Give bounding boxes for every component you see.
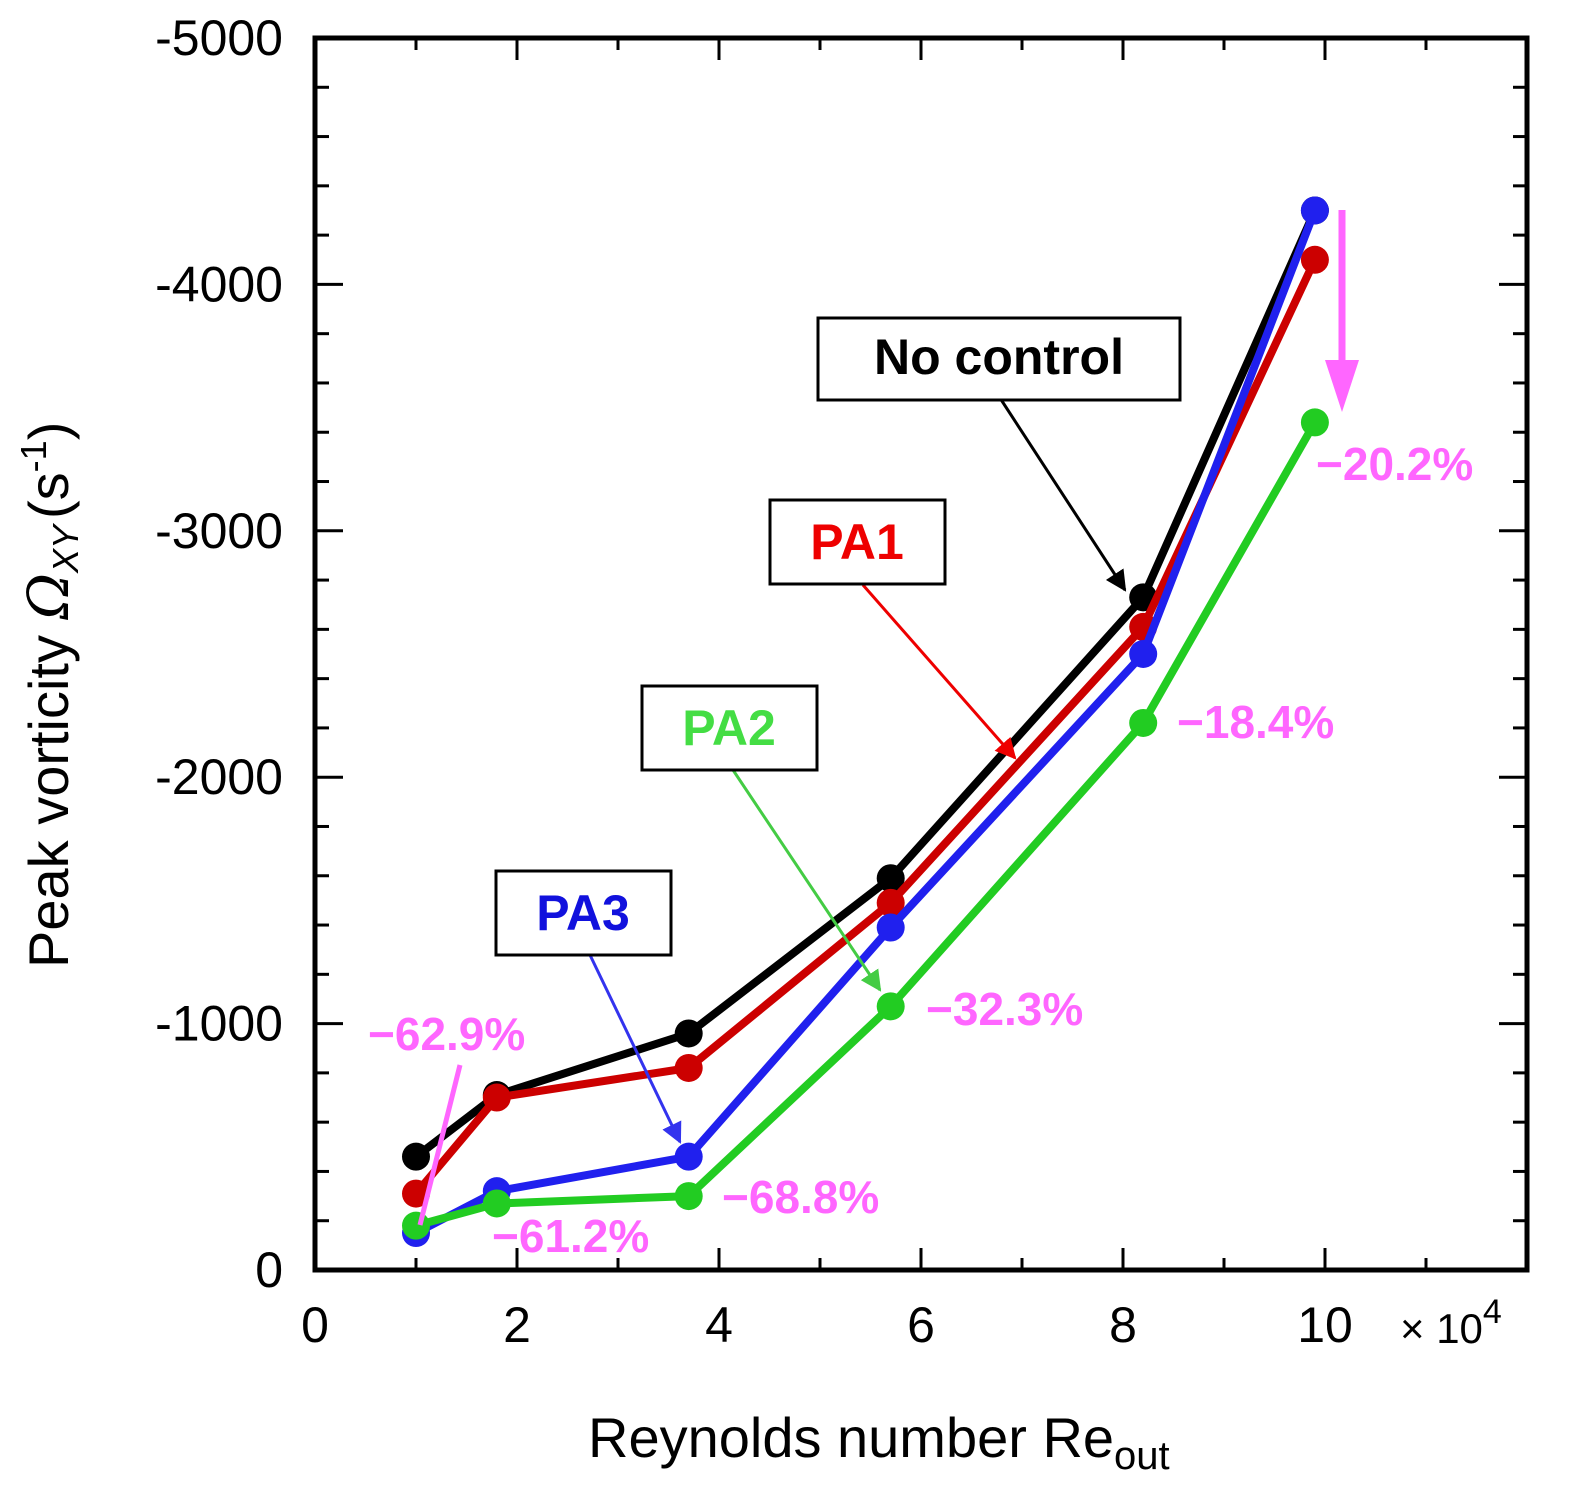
y-tick-label: 0	[255, 1242, 283, 1298]
series-pa2	[402, 408, 1329, 1240]
legend-pa3: PA3	[494, 869, 673, 957]
point-pa2	[1300, 408, 1329, 437]
point-pa2	[876, 992, 905, 1021]
annotation-68-8: −68.8%	[722, 1171, 879, 1223]
point-pa3	[1300, 196, 1329, 225]
y-tick-label: -3000	[155, 503, 283, 559]
x-tick-label: 2	[503, 1297, 531, 1353]
annotation-62-9: −62.9%	[368, 1008, 525, 1060]
y-axis-title-symbol: Ω	[17, 573, 82, 620]
series-pa1	[402, 245, 1329, 1208]
point-pa2	[482, 1189, 511, 1218]
legend-label-pa3: PA3	[536, 885, 630, 941]
series-line-no-control	[413, 208, 1319, 1160]
x-tick-label: 10	[1297, 1297, 1353, 1353]
y-tick-label: -4000	[155, 256, 283, 312]
series-line-pa3	[414, 209, 1319, 1237]
point-no-control	[876, 864, 905, 893]
x-axis-title: Reynolds number Reout	[588, 1406, 1170, 1478]
x-axis-title-sub: out	[1114, 1434, 1170, 1478]
series-layer	[402, 196, 1329, 1248]
legend-label-no-control: No control	[874, 329, 1124, 385]
legend-no-control: No control	[816, 316, 1182, 402]
point-pa2	[674, 1182, 703, 1211]
point-pa1	[674, 1053, 703, 1082]
callout-no-control	[998, 397, 1127, 592]
axis-ticks	[315, 38, 1527, 1270]
point-pa3	[674, 1142, 703, 1171]
legend-label-pa1: PA1	[810, 514, 904, 570]
point-pa1	[482, 1083, 511, 1112]
point-pa1	[876, 888, 905, 917]
callout-pa1	[861, 584, 1017, 760]
y-tick-label: -1000	[155, 996, 283, 1052]
point-pa1	[402, 1179, 430, 1208]
point-pa2	[1129, 708, 1158, 737]
x-tick-label: 4	[705, 1297, 733, 1353]
y-tick-label: -5000	[155, 10, 283, 66]
legend-label-pa2: PA2	[682, 700, 776, 756]
x-tick-label: 6	[907, 1297, 935, 1353]
annotation-18-4: −18.4%	[1177, 696, 1334, 748]
callout-pa3	[588, 954, 682, 1144]
series-line-pa1	[412, 258, 1319, 1197]
reduction-arrow-left	[417, 1064, 463, 1226]
x-tick-label: 0	[301, 1297, 329, 1353]
point-pa3	[876, 913, 905, 942]
annotation-20-2: −20.2%	[1316, 438, 1473, 490]
x-tick-label: 8	[1109, 1297, 1137, 1353]
x-axis-multiplier: × 104	[1400, 1293, 1502, 1352]
legend-pa2: PA2	[640, 684, 819, 772]
point-no-control	[674, 1019, 703, 1048]
point-pa3	[1129, 640, 1158, 668]
legend-pa1: PA1	[768, 498, 947, 586]
annotation-32-3: −32.3%	[926, 983, 1083, 1035]
y-axis-title: Peak vorticity ΩXY(s-1)	[13, 422, 86, 968]
point-no-control	[402, 1142, 430, 1171]
y-tick-label: -2000	[155, 749, 283, 805]
annotation-61-2: −61.2%	[492, 1210, 649, 1262]
y-axis-title-sub: XY	[45, 522, 86, 574]
reduction-arrow-right-head	[1325, 360, 1359, 412]
callout-pa2	[731, 769, 882, 992]
point-pa2	[402, 1211, 430, 1240]
point-pa1	[1300, 245, 1329, 274]
axis-tick-labels: 0 2 4 6 8 10 0 -1000 -2000 -3000 -4000 -5000	[155, 10, 1353, 1353]
